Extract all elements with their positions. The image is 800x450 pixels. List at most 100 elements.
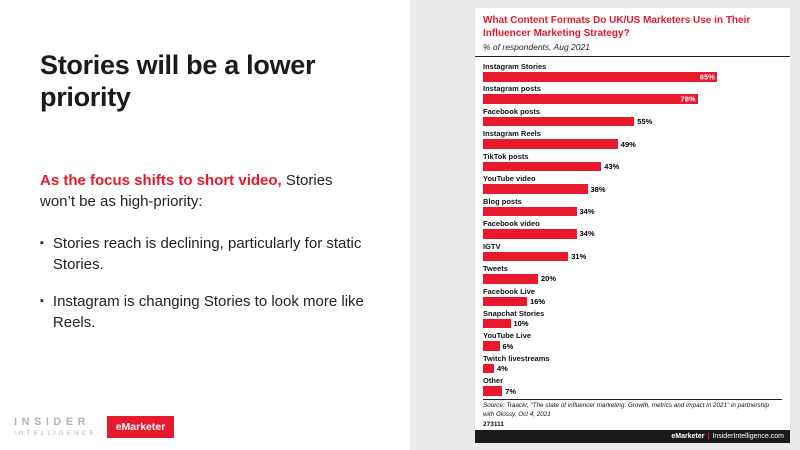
bar — [483, 251, 569, 262]
bar-row: Instagram posts 78% — [483, 84, 782, 104]
bar-category-label: Instagram posts — [483, 84, 541, 94]
bar-value-label: 85% — [699, 72, 715, 82]
bar-track: 31% — [483, 251, 782, 262]
lead-paragraph: As the focus shifts to short video, Stor… — [40, 170, 370, 214]
bar-category-label: Twitch livestreams — [483, 353, 550, 363]
left-text-panel: Stories will be a lower priority As the … — [14, 50, 370, 438]
bar-value-label: 4% — [497, 364, 508, 374]
bar-value-label: 10% — [513, 319, 529, 329]
insider-logo-text: INSIDER — [14, 416, 91, 429]
bar-value-label: 34% — [579, 206, 595, 216]
bar — [483, 363, 494, 374]
lead-rest: Stories won’t be as high-priority: — [40, 171, 333, 211]
bar-track: 43% — [483, 161, 782, 172]
footer-separator: | — [707, 433, 710, 440]
bar-track: 6% — [483, 341, 782, 351]
bar-track: 10% — [483, 318, 782, 329]
bar-track: 78% — [483, 94, 782, 104]
bar — [483, 274, 539, 284]
bullet-text: Instagram is changing Stories to look mo… — [52, 293, 364, 332]
bar-category-label: Other — [483, 376, 504, 386]
bar-row: Facebook Live 16% — [483, 287, 782, 307]
bar-track: 34% — [483, 206, 782, 217]
bar-row: Blog posts 34% — [483, 197, 782, 217]
bar: 78% — [483, 94, 698, 104]
bar-row: Tweets 20% — [483, 264, 782, 284]
bar-category-label: IGTV — [483, 241, 501, 251]
bar-value-label: 7% — [505, 386, 517, 396]
bullet-text: Stories reach is declining, particularly… — [52, 235, 362, 274]
chart-source: Source: Traackr, "The state of influence… — [483, 399, 782, 420]
bar-row: YouTube Live 6% — [483, 331, 782, 351]
bar-track: 49% — [483, 139, 782, 149]
bar-row: Facebook posts 55% — [483, 107, 782, 127]
bar-category-label: YouTube Live — [483, 331, 532, 341]
bullet-square-icon: ▪ — [40, 237, 44, 250]
bars: Instagram Stories 85% Instagram posts 78% Fa… — [475, 57, 790, 399]
brand-row: INSIDER INTELLIGENCE eMarketer — [14, 415, 175, 438]
bar-value-label: 34% — [579, 229, 595, 239]
bar-row: IGTV 31% — [483, 242, 782, 262]
bar-track: 16% — [483, 296, 782, 307]
bar-category-label: Blog posts — [483, 196, 522, 206]
bar — [483, 161, 602, 172]
bar — [483, 386, 503, 396]
chart-header: What Content Formats Do UK/US Marketers … — [475, 8, 790, 57]
footer-url-label: InsiderIntelligence.com — [712, 433, 784, 440]
bar-row: Facebook video 34% — [483, 219, 782, 239]
chart-subtitle: % of respondents, Aug 2021 — [483, 42, 590, 52]
bar-track: 55% — [483, 116, 782, 127]
bullet-list: ▪ Stories reach is declining, particular… — [40, 233, 370, 333]
bar-track: 7% — [483, 386, 782, 396]
bar-category-label: YouTube video — [483, 174, 536, 184]
bar: 85% — [483, 72, 717, 82]
bar — [483, 139, 618, 149]
bar-value-label: 38% — [590, 184, 606, 194]
bar — [483, 206, 577, 217]
footer-emarketer-label: eMarketer — [671, 433, 705, 440]
bar-track: 20% — [483, 274, 782, 284]
insider-intelligence-logo: INSIDER INTELLIGENCE — [14, 416, 97, 437]
bar-category-label: TikTok posts — [483, 151, 529, 161]
chart-title: What Content Formats Do UK/US Marketers … — [483, 15, 751, 39]
chart-card: What Content Formats Do UK/US Marketers … — [475, 8, 790, 443]
bar-category-label: Facebook video — [483, 219, 540, 229]
bar-value-label: 49% — [620, 139, 636, 149]
bar-value-label: 6% — [502, 341, 514, 351]
bar-value-label: 16% — [530, 296, 546, 306]
bar-category-label: Instagram Stories — [483, 62, 547, 71]
bar-row: TikTok posts 43% — [483, 152, 782, 172]
bar-row: Instagram Stories 85% — [483, 62, 782, 82]
slide-title: Stories will be a lower priority — [40, 50, 316, 112]
bar-value-label: 43% — [604, 162, 620, 172]
bar-category-label: Tweets — [483, 264, 508, 274]
bar — [483, 296, 527, 307]
bar-value-label: 20% — [541, 274, 557, 284]
bar-value-label: 55% — [637, 117, 653, 127]
bar — [483, 229, 577, 239]
chart-footer-bar: eMarketer | InsiderIntelligence.com — [475, 430, 790, 443]
bar-track: 85% — [483, 72, 782, 82]
bar-category-label: Facebook Live — [483, 286, 536, 296]
bar-category-label: Facebook posts — [483, 106, 541, 116]
bar-row: Twitch livestreams 4% — [483, 354, 782, 374]
bar — [483, 341, 500, 351]
emarketer-logo-badge: eMarketer — [106, 415, 175, 438]
bar-value-label: 78% — [680, 94, 696, 104]
bar — [483, 116, 635, 127]
bar-row: Instagram Reels 49% — [483, 129, 782, 149]
bar-track: 34% — [483, 229, 782, 239]
bar — [483, 184, 588, 194]
bar-track: 38% — [483, 184, 782, 194]
lead-emphasis: As the focus shifts to short video, — [40, 171, 282, 189]
bar-category-label: Instagram Reels — [483, 129, 541, 139]
bar-track: 4% — [483, 363, 782, 374]
bar-row: Other 7% — [483, 376, 782, 396]
right-chart-panel: What Content Formats Do UK/US Marketers … — [410, 0, 800, 450]
bullet-item: ▪ Instagram is changing Stories to look … — [40, 291, 370, 333]
intelligence-logo-text: INTELLIGENCE — [14, 430, 97, 438]
bullet-item: ▪ Stories reach is declining, particular… — [40, 233, 370, 275]
bar-category-label: Snapchat Stories — [483, 308, 545, 318]
bar — [483, 318, 511, 329]
bar-value-label: 31% — [571, 251, 587, 261]
